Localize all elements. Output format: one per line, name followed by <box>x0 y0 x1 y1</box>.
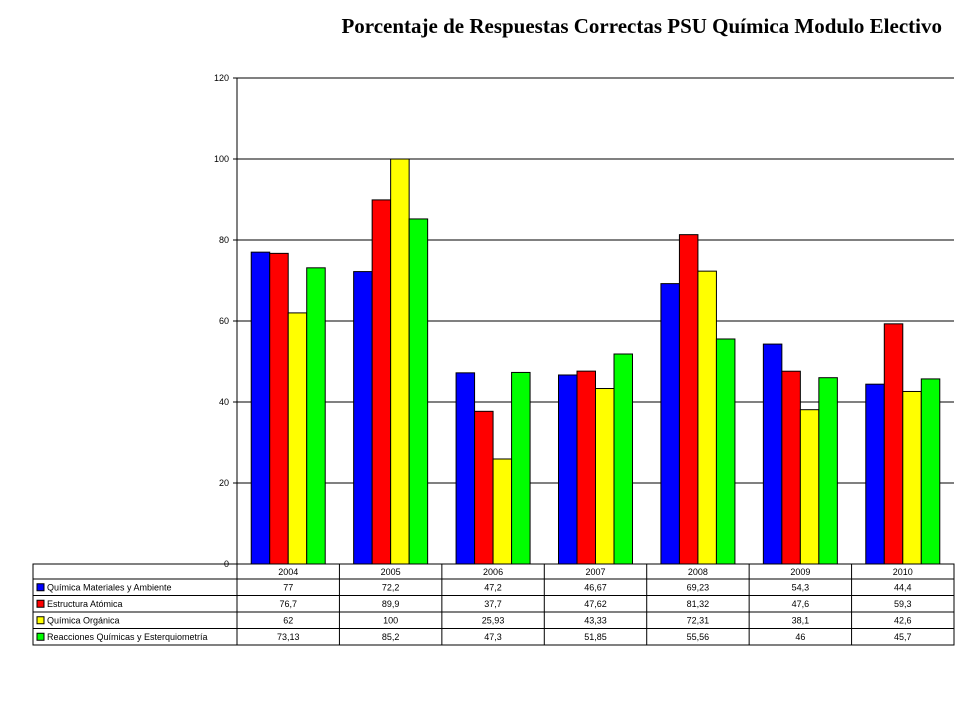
data-label: 54,3 <box>792 582 810 592</box>
data-label: 85,2 <box>382 632 400 642</box>
legend-swatch <box>36 616 45 625</box>
data-table: 2004 2005 2006 2007 2008 2009 2010 Química Mate… <box>32 563 955 646</box>
data-label: 25,93 <box>482 615 505 625</box>
x-tick-label: 2005 <box>381 567 401 577</box>
x-tick-label: 2008 <box>688 567 708 577</box>
x-tick-label: 2004 <box>278 567 298 577</box>
bar <box>269 252 289 565</box>
data-label: 100 <box>383 615 398 625</box>
data-label: 47,3 <box>484 632 502 642</box>
bar <box>408 218 429 565</box>
bar <box>306 267 326 565</box>
bar <box>558 374 578 565</box>
legend-swatch <box>36 583 45 592</box>
y-tick-label: 100 <box>214 154 229 164</box>
bar <box>715 338 736 565</box>
legend-label: Química Materiales y Ambiente <box>47 582 172 592</box>
bar <box>865 383 885 565</box>
y-tick-label: 60 <box>219 316 229 326</box>
data-label: 76,7 <box>279 599 297 609</box>
bar <box>250 251 271 565</box>
data-label: 44,4 <box>894 582 912 592</box>
bar <box>353 271 373 565</box>
data-label: 81,32 <box>687 599 710 609</box>
data-label: 43,33 <box>584 615 607 625</box>
data-label: 47,2 <box>484 582 502 592</box>
bars <box>250 158 941 565</box>
legend-label: Reacciones Químicas y Esterquiometría <box>47 632 208 642</box>
x-tick-label: 2010 <box>893 567 913 577</box>
data-label: 37,7 <box>484 599 502 609</box>
data-label: 45,7 <box>894 632 912 642</box>
data-label: 59,3 <box>894 599 912 609</box>
bar <box>762 343 783 565</box>
bar <box>511 371 531 565</box>
data-label: 89,9 <box>382 599 400 609</box>
data-label: 55,56 <box>687 632 710 642</box>
bar <box>613 353 633 565</box>
data-label: 46,67 <box>584 582 607 592</box>
y-tick-label: 120 <box>214 73 229 83</box>
data-label: 62 <box>283 615 293 625</box>
bar <box>799 409 820 565</box>
bar <box>371 199 392 565</box>
legend-swatch <box>36 599 45 608</box>
data-label: 38,1 <box>792 615 810 625</box>
y-tick-label: 40 <box>219 397 229 407</box>
x-tick-label: 2007 <box>585 567 605 577</box>
bar <box>920 378 941 565</box>
data-label: 77 <box>283 582 293 592</box>
data-label: 72,31 <box>687 615 710 625</box>
bar <box>818 377 838 565</box>
bar <box>492 458 513 565</box>
bar <box>455 372 476 565</box>
bar <box>902 390 922 565</box>
data-label: 42,6 <box>894 615 912 625</box>
data-label: 46 <box>795 632 805 642</box>
data-label: 47,62 <box>584 599 607 609</box>
data-label: 73,13 <box>277 632 300 642</box>
y-tick-label: 20 <box>219 478 229 488</box>
bar <box>287 312 308 565</box>
bar <box>883 323 904 565</box>
bar <box>595 388 615 565</box>
bar <box>781 370 801 565</box>
bar <box>678 234 699 565</box>
bar <box>576 370 596 565</box>
legend-swatch <box>36 632 45 641</box>
data-label: 69,23 <box>687 582 710 592</box>
bar <box>390 158 410 565</box>
bar <box>474 410 494 565</box>
x-tick-label: 2009 <box>790 567 810 577</box>
bar <box>660 283 680 565</box>
data-label: 47,6 <box>792 599 810 609</box>
legend-label: Química Orgánica <box>47 615 120 625</box>
x-tick-label: 2006 <box>483 567 503 577</box>
data-label: 51,85 <box>584 632 607 642</box>
data-label: 72,2 <box>382 582 400 592</box>
y-tick-label: 80 <box>219 235 229 245</box>
chart-title: Porcentaje de Respuestas Correctas PSU Q… <box>341 14 942 38</box>
legend-label: Estructura Atómica <box>47 599 123 609</box>
bar <box>697 270 717 565</box>
